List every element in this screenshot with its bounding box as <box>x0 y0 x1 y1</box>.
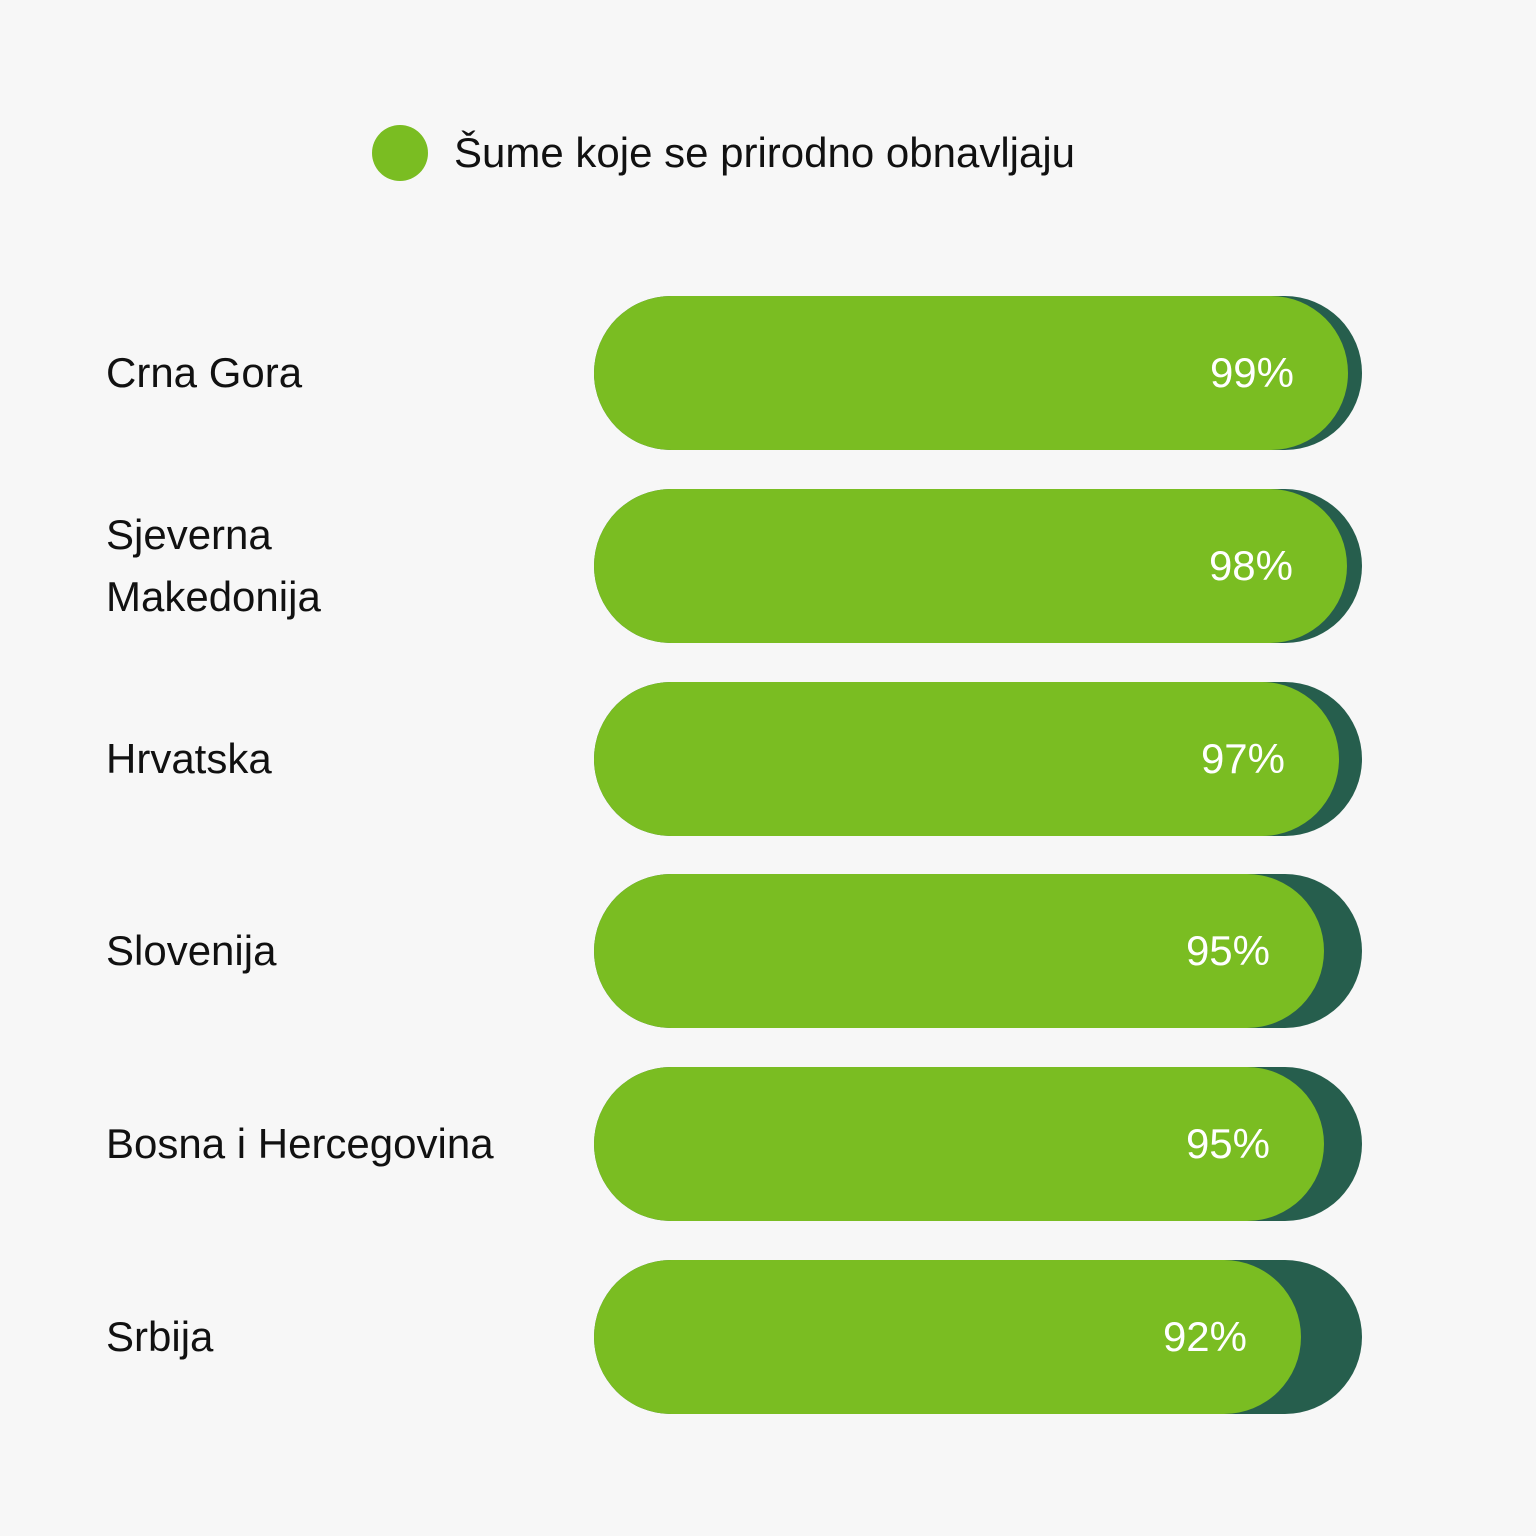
bar-row: Slovenija 95% <box>0 874 1536 1028</box>
bar-row: Sjeverna Makedonija 98% <box>0 489 1536 643</box>
legend-label: Šume koje se prirodno obnavljaju <box>454 129 1076 176</box>
value-label: 95% <box>1185 1120 1270 1167</box>
bar <box>594 1067 1324 1221</box>
bar-row: Crna Gora 99% <box>0 296 1536 450</box>
category-label: Srbija <box>106 1313 214 1360</box>
value-label: 95% <box>1185 927 1270 974</box>
category-label: Sjeverna Makedonija <box>106 511 321 620</box>
bar-row: Srbija 92% <box>0 1260 1536 1414</box>
value-label: 92% <box>1162 1313 1247 1360</box>
value-label: 97% <box>1200 735 1285 782</box>
value-label: 98% <box>1208 542 1293 589</box>
bar-row: Bosna i Hercegovina 95% <box>0 1067 1536 1221</box>
bar <box>594 296 1348 450</box>
legend-swatch <box>372 125 428 181</box>
bar <box>594 682 1339 836</box>
bar <box>594 489 1347 643</box>
value-label: 99% <box>1209 349 1294 396</box>
bar <box>594 874 1324 1028</box>
legend: Šume koje se prirodno obnavljaju <box>372 122 1075 184</box>
bar-row: Hrvatska 97% <box>0 682 1536 836</box>
category-label: Slovenija <box>106 927 277 974</box>
category-label: Bosna i Hercegovina <box>106 1120 494 1167</box>
category-label: Crna Gora <box>106 349 303 396</box>
bar <box>594 1260 1301 1414</box>
category-label: Hrvatska <box>106 735 272 782</box>
